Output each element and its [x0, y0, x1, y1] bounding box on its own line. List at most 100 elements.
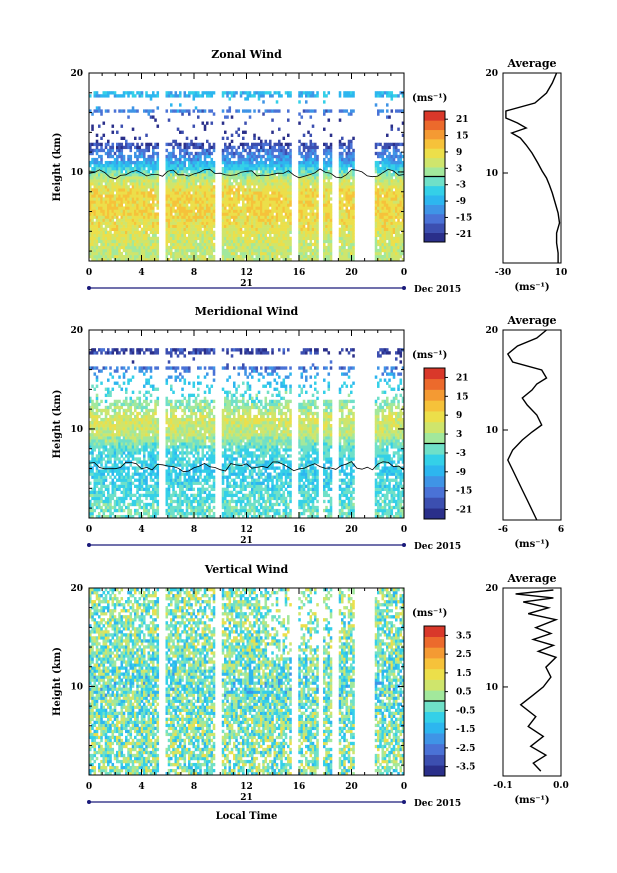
- heatmap-cell: [190, 139, 193, 144]
- heatmap-cell: [104, 257, 108, 262]
- heatmap-cell: [129, 248, 133, 253]
- heatmap-cell: [109, 154, 112, 159]
- heatmap-cell: [314, 257, 317, 262]
- heatmap-cell: [269, 91, 272, 95]
- heatmap-cell: [131, 212, 135, 216]
- heatmap-cell: [167, 91, 171, 95]
- heatmap-cell: [300, 91, 304, 95]
- heatmap-cell: [118, 163, 121, 168]
- heatmap-cell: [188, 236, 191, 241]
- heatmap-cell: [257, 151, 261, 156]
- heatmap-cell: [350, 157, 353, 162]
- heatmap-cell: [138, 94, 142, 98]
- heatmap-cell: [381, 224, 385, 228]
- heatmap-cell: [224, 209, 227, 213]
- heatmap-cell: [242, 136, 245, 141]
- heatmap-cell: [111, 200, 115, 204]
- heatmap-cell: [104, 209, 108, 213]
- heatmap-cell: [95, 417, 99, 422]
- heatmap-cell: [188, 173, 191, 177]
- heatmap-cell: [91, 445, 94, 449]
- heatmap-cell: [390, 176, 394, 180]
- heatmap-cell: [98, 148, 101, 153]
- heatmap-cell: [192, 218, 196, 222]
- heatmap-cell: [262, 94, 265, 98]
- heatmap-cell: [176, 215, 180, 219]
- heatmap-cell: [93, 366, 97, 370]
- heatmap-cell: [147, 215, 151, 219]
- heatmap-cell: [212, 179, 216, 183]
- heatmap-cell: [230, 148, 234, 153]
- heatmap-cell: [210, 176, 214, 180]
- heatmap-cell: [338, 218, 342, 222]
- heatmap-cell: [127, 227, 130, 231]
- heatmap-cell: [203, 224, 207, 228]
- heatmap-cell: [253, 206, 256, 210]
- heatmap-cell: [257, 91, 261, 95]
- heatmap-cell: [262, 170, 265, 174]
- heatmap-cell: [176, 179, 180, 183]
- heatmap-cell: [185, 197, 189, 201]
- heatmap-cell: [102, 257, 106, 262]
- heatmap-cell: [131, 221, 135, 225]
- heatmap-cell: [284, 188, 288, 192]
- heatmap-cell: [131, 251, 135, 256]
- heatmap-cell: [251, 233, 254, 238]
- heatmap-cell: [253, 227, 256, 231]
- heatmap-cell: [386, 170, 389, 174]
- heatmap-cell: [230, 176, 234, 180]
- heatmap-cell: [257, 148, 261, 153]
- heatmap-cell: [91, 511, 94, 516]
- heatmap-cell: [172, 221, 175, 225]
- heatmap-cell: [127, 212, 130, 216]
- heatmap-cell: [239, 209, 243, 213]
- heatmap-cell: [273, 176, 277, 180]
- heatmap-cell: [179, 218, 182, 222]
- heatmap-cell: [388, 163, 391, 168]
- heatmap-cell: [278, 139, 281, 144]
- heatmap-cell: [395, 148, 398, 153]
- heatmap-cell: [352, 182, 355, 186]
- heatmap-cell: [129, 179, 133, 183]
- heatmap-cell: [284, 215, 288, 219]
- heatmap-cell: [194, 160, 198, 165]
- heatmap-cell: [197, 257, 200, 262]
- heatmap-cell: [203, 242, 207, 247]
- heatmap-cell: [89, 490, 92, 495]
- heatmap-cell: [206, 236, 209, 241]
- heatmap-cell: [262, 206, 265, 210]
- heatmap-cell: [91, 257, 94, 262]
- heatmap-cell: [181, 182, 184, 186]
- heatmap-cell: [235, 239, 238, 244]
- heatmap-cell: [154, 203, 157, 207]
- heatmap-cell: [377, 112, 380, 116]
- heatmap-cell: [264, 109, 268, 113]
- heatmap-cell: [172, 163, 175, 168]
- heatmap-cell: [300, 179, 304, 183]
- heatmap-cell: [199, 230, 202, 235]
- heatmap-cell: [192, 167, 196, 171]
- heatmap-cell: [203, 215, 207, 219]
- heatmap-cell: [390, 167, 394, 171]
- heatmap-cell: [266, 236, 270, 241]
- heatmap-cell: [251, 151, 254, 156]
- heatmap-cell: [91, 160, 94, 165]
- heatmap-cell: [266, 188, 270, 192]
- heatmap-cell: [233, 163, 236, 168]
- heatmap-cell: [165, 148, 169, 153]
- heatmap-cell: [381, 148, 385, 153]
- heatmap-cell: [230, 251, 234, 256]
- heatmap-cell: [91, 351, 94, 355]
- heatmap-cell: [390, 109, 394, 113]
- heatmap-cell: [235, 176, 238, 180]
- heatmap-cell: [284, 227, 288, 231]
- heatmap-cell: [152, 242, 155, 247]
- heatmap-cell: [374, 242, 378, 247]
- heatmap-cell: [230, 115, 234, 119]
- heatmap-cell: [386, 148, 389, 153]
- heatmap-cell: [226, 227, 229, 231]
- heatmap-cell: [239, 94, 243, 98]
- heatmap-cell: [392, 94, 396, 98]
- heatmap-cell: [264, 251, 268, 256]
- heatmap-cell: [113, 236, 117, 241]
